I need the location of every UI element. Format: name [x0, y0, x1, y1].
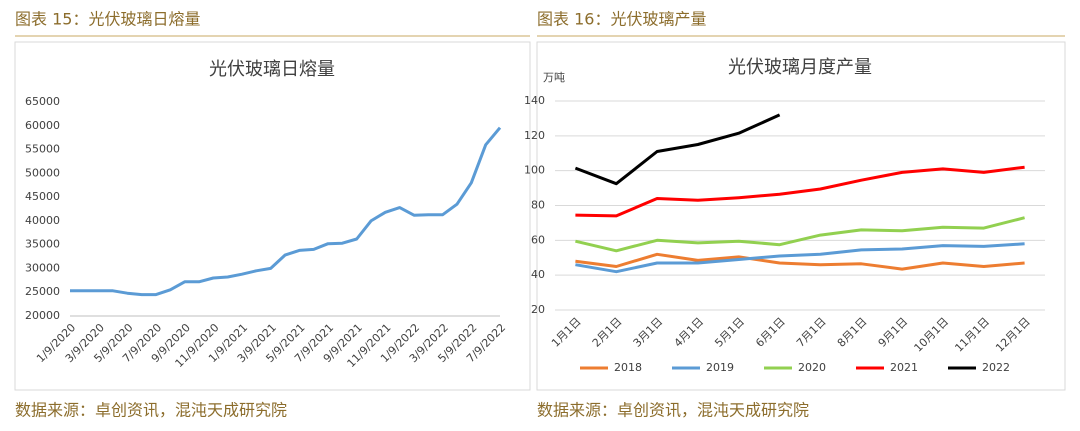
x-tick-label: 11月1日: [952, 315, 992, 355]
chart-frame: [14, 41, 531, 391]
y-tick-label: 80: [531, 199, 545, 212]
chart-frame: [536, 41, 1066, 391]
y-tick-label: 50000: [25, 166, 60, 179]
legend-label: 2021: [890, 361, 918, 374]
source: 数据来源：卓创资讯，混沌天成研究院: [537, 401, 809, 420]
x-tick-label: 1月1日: [549, 315, 584, 350]
y-tick-label: 55000: [25, 143, 60, 156]
y-tick-label: 60000: [25, 119, 60, 132]
series-line: [575, 252, 1025, 271]
y-tick-label: 140: [524, 94, 545, 107]
x-tick-label: 10月1日: [912, 315, 952, 355]
series-line: [575, 165, 1025, 218]
x-tick-label: 2月1日: [590, 315, 625, 350]
x-tick-label: 3月1日: [631, 315, 666, 350]
x-tick-label: 4月1日: [672, 315, 707, 350]
y-tick-label: 40: [531, 268, 545, 281]
y-tick-label: 45000: [25, 190, 60, 203]
x-tick-label: 6月1日: [753, 315, 788, 350]
y-tick-label: 120: [524, 129, 545, 142]
x-tick-label: 7月1日: [794, 315, 829, 350]
y-tick-label: 65000: [25, 95, 60, 108]
y-tick-label: 20: [531, 303, 545, 316]
series-line: [575, 216, 1025, 253]
y-tick-label: 100: [524, 164, 545, 177]
y-tick-label: 40000: [25, 214, 60, 227]
legend-label: 2022: [982, 361, 1010, 374]
series-line: [70, 126, 502, 297]
legend-label: 2020: [798, 361, 826, 374]
x-tick-label: 12月1日: [993, 315, 1033, 355]
y-tick-label: 30000: [25, 261, 60, 274]
figure-label: 图表 15：光伏玻璃日熔量: [15, 10, 200, 29]
legend-label: 2019: [706, 361, 734, 374]
x-tick-label: 8月1日: [835, 315, 870, 350]
y-tick-label: 35000: [25, 238, 60, 251]
x-tick-label: 9月1日: [876, 315, 911, 350]
y-tick-label: 20000: [25, 309, 60, 322]
chart-title: 光伏玻璃月度产量: [728, 57, 872, 78]
x-tick-label: 5月1日: [712, 315, 747, 350]
legend-label: 2018: [614, 361, 642, 374]
source: 数据来源：卓创资讯，混沌天成研究院: [15, 401, 287, 420]
series-line: [574, 113, 781, 186]
series-line: [575, 242, 1025, 274]
chart-title: 光伏玻璃日熔量: [209, 59, 335, 80]
y-tick-label: 25000: [25, 285, 60, 298]
y-axis-label: 万吨: [543, 71, 565, 84]
figure-label: 图表 16：光伏玻璃产量: [537, 10, 706, 29]
y-tick-label: 60: [531, 233, 545, 246]
